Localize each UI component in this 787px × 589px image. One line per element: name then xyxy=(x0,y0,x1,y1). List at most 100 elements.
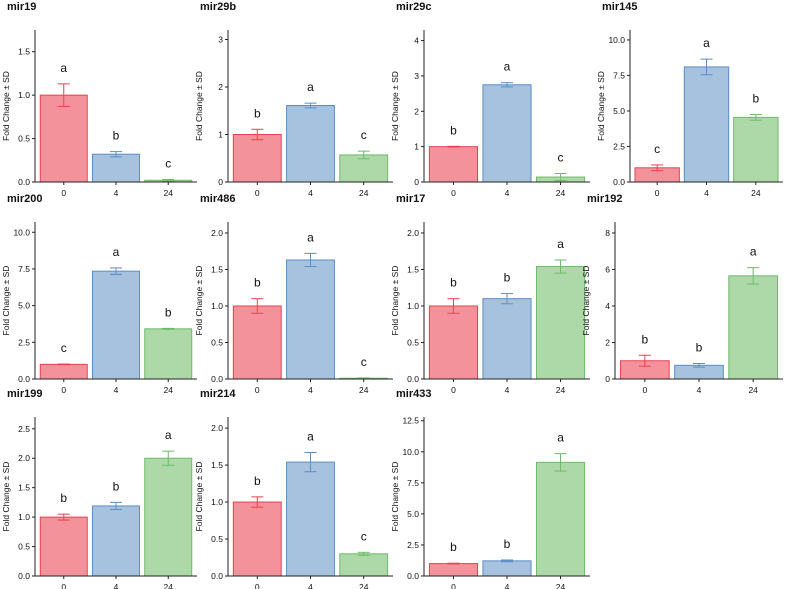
y-tick-label: 0.0 xyxy=(18,374,30,384)
panel-mir214: mir214 Fold Change ± SD 0.0 0.5 1.0 1.5 2.0 b 0 a… xyxy=(194,388,393,589)
bar-mir29b-4 xyxy=(286,105,335,183)
panel-mir486: mir486 Fold Change ± SD 0.0 0.5 1.0 1.5 2.0 b 0 a… xyxy=(194,193,393,395)
x-tick-label: 0 xyxy=(255,385,260,395)
bar-mir200-4 xyxy=(92,270,140,380)
y-tick-label: 0 xyxy=(218,177,223,187)
x-tick-label: 4 xyxy=(505,385,510,395)
x-tick-label: 24 xyxy=(359,188,369,198)
y-tick-label: 2.0 xyxy=(18,453,30,463)
x-tick-label: 24 xyxy=(164,582,174,589)
bar-mir433-0 xyxy=(428,563,479,577)
x-tick-label: 24 xyxy=(748,385,758,395)
bar-mir17-4 xyxy=(482,298,532,380)
bar-mir192-24 xyxy=(728,275,779,380)
x-tick-label: 24 xyxy=(359,385,369,395)
bar-mir199-4 xyxy=(92,505,140,577)
bar-mir145-24 xyxy=(733,116,779,183)
y-tick-label: 1 xyxy=(218,130,223,140)
bar-mir200-0 xyxy=(39,363,88,380)
y-axis-label: Fold Change ± SD xyxy=(390,266,400,336)
y-axis-label: Fold Change ± SD xyxy=(390,71,400,141)
panel-title: mir192 xyxy=(587,193,622,205)
y-tick-label: 2 xyxy=(605,337,610,347)
y-axis-label: Fold Change ± SD xyxy=(596,71,606,141)
x-tick-label: 0 xyxy=(451,188,456,198)
significance-letter: a xyxy=(557,237,564,251)
x-tick-label: 4 xyxy=(505,188,510,198)
y-tick-label: 2 xyxy=(218,82,223,92)
significance-letter: a xyxy=(307,80,314,94)
bar-mir29b-0 xyxy=(232,134,282,183)
x-tick-label: 4 xyxy=(114,188,119,198)
panel-title: mir214 xyxy=(200,388,236,400)
y-axis-label: Fold Change ± SD xyxy=(194,266,204,336)
y-tick-label: 2.0 xyxy=(407,228,419,238)
y-tick-label: 1.0 xyxy=(211,301,223,311)
significance-letter: c xyxy=(165,156,171,170)
significance-letter: a xyxy=(165,428,172,442)
panel-title: mir433 xyxy=(396,388,431,400)
panel-title: mir19 xyxy=(7,1,36,13)
x-tick-label: 24 xyxy=(751,188,761,198)
y-axis-label: Fold Change ± SD xyxy=(194,462,204,532)
y-tick-label: 4 xyxy=(605,301,610,311)
y-tick-label: 6 xyxy=(605,264,610,274)
x-tick-label: 0 xyxy=(61,582,66,589)
bar-mir433-24 xyxy=(535,461,586,577)
y-tick-label: 0.0 xyxy=(211,374,223,384)
bar-mir214-24 xyxy=(339,553,389,577)
significance-letter: b xyxy=(450,123,457,137)
y-tick-label: 1.0 xyxy=(407,301,419,311)
y-axis-label: Fold Change ± SD xyxy=(1,462,11,532)
x-tick-label: 4 xyxy=(505,582,510,589)
x-tick-label: 0 xyxy=(61,385,66,395)
x-tick-label: 4 xyxy=(308,582,313,589)
y-tick-label: 0.5 xyxy=(211,534,223,544)
bar-mir17-24 xyxy=(535,266,586,380)
y-tick-label: 1.0 xyxy=(211,497,223,507)
y-tick-label: 2.5 xyxy=(18,424,30,434)
x-tick-label: 24 xyxy=(164,188,174,198)
bar-mir29c-4 xyxy=(482,84,532,183)
significance-letter: a xyxy=(750,245,757,259)
x-tick-label: 24 xyxy=(556,582,566,589)
bar-mir214-4 xyxy=(286,461,335,577)
y-tick-label: 2.0 xyxy=(211,228,223,238)
panel-title: mir199 xyxy=(7,388,42,400)
y-tick-label: 0 xyxy=(414,177,419,187)
significance-letter: a xyxy=(307,429,314,443)
y-tick-label: 2.5 xyxy=(613,141,625,151)
significance-letter: c xyxy=(558,151,564,165)
panel-mir433: mir433 Fold Change ± SD 0.0 2.5 5.0 7.5 10.0 12… xyxy=(390,388,590,589)
x-tick-label: 0 xyxy=(451,582,456,589)
x-tick-label: 0 xyxy=(655,188,660,198)
significance-letter: b xyxy=(113,479,120,493)
significance-letter: a xyxy=(504,60,511,74)
significance-letter: a xyxy=(113,245,120,259)
y-tick-label: 1.5 xyxy=(407,264,419,274)
significance-letter: b xyxy=(113,129,120,143)
y-tick-label: 0.0 xyxy=(407,571,419,581)
x-tick-label: 24 xyxy=(556,188,566,198)
significance-letter: a xyxy=(60,61,67,75)
significance-letter: c xyxy=(361,128,367,142)
x-tick-label: 4 xyxy=(697,385,702,395)
x-tick-label: 24 xyxy=(359,582,369,589)
bar-mir199-24 xyxy=(144,457,193,577)
significance-letter: b xyxy=(254,106,261,120)
y-tick-label: 7.5 xyxy=(18,264,30,274)
bar-mir19-4 xyxy=(92,153,140,183)
significance-letter: b xyxy=(641,332,648,346)
x-tick-label: 4 xyxy=(114,385,119,395)
y-tick-label: 8 xyxy=(605,228,610,238)
y-tick-label: 2.0 xyxy=(211,423,223,433)
y-tick-label: 2 xyxy=(414,106,419,116)
y-tick-label: 1.5 xyxy=(211,264,223,274)
x-tick-label: 4 xyxy=(704,188,709,198)
significance-letter: c xyxy=(361,355,367,369)
panel-mir199: mir199 Fold Change ± SD 0.0 0.5 1.0 1.5 2.0 2.5… xyxy=(1,388,197,589)
significance-letter: b xyxy=(165,305,172,319)
y-tick-label: 3 xyxy=(218,35,223,45)
